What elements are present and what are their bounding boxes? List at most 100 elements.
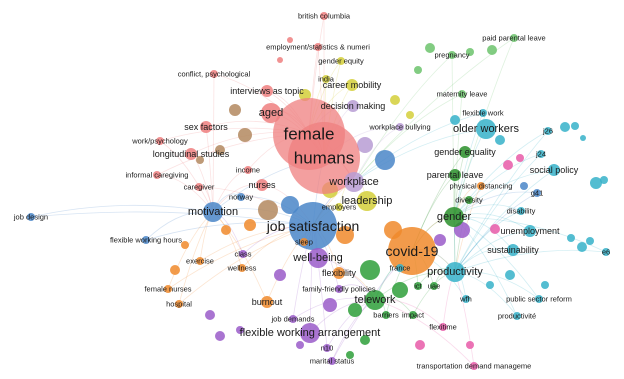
label-workplace[interactable]: workplace xyxy=(328,176,379,188)
node-exercise[interactable] xyxy=(196,257,204,265)
label-sex-factors[interactable]: sex factors xyxy=(184,122,228,132)
label-parental-leave[interactable]: parental leave xyxy=(427,170,484,180)
node-employers[interactable] xyxy=(335,203,343,211)
node-productivity[interactable] xyxy=(445,262,465,282)
node-sleep[interactable] xyxy=(300,238,308,246)
label-productivite[interactable]: productivité xyxy=(498,312,536,321)
node-paid-parental-leave[interactable] xyxy=(510,34,518,42)
label-female[interactable]: female xyxy=(283,125,334,144)
node-career-mobility[interactable] xyxy=(346,79,358,91)
node-flexible-working-arrangement[interactable] xyxy=(300,323,320,343)
label-diversity[interactable]: diversity xyxy=(455,196,483,205)
label-career-mobility[interactable]: career mobility xyxy=(323,80,382,90)
label-burnout[interactable]: burnout xyxy=(252,297,283,307)
label-nurses[interactable]: nurses xyxy=(248,180,276,190)
node-gender-equity[interactable] xyxy=(337,57,345,65)
label-wellness[interactable]: wellness xyxy=(227,264,257,273)
label-flexibility[interactable]: flexibility xyxy=(322,268,357,278)
label-productivity[interactable]: productivity xyxy=(427,266,483,278)
node-productivite[interactable] xyxy=(513,312,521,320)
node-france[interactable] xyxy=(396,264,404,272)
node-wellness[interactable] xyxy=(238,264,246,272)
label-maternity-leave[interactable]: maternity leave xyxy=(437,90,488,99)
node-well-being[interactable] xyxy=(308,248,328,268)
node-uae[interactable] xyxy=(430,282,438,290)
node-pregnancy[interactable] xyxy=(448,51,456,59)
node-maternity-leave[interactable] xyxy=(458,90,466,98)
label-longitudinal-studies[interactable]: longitudinal studies xyxy=(153,149,230,159)
label-hospital[interactable]: hospital xyxy=(166,300,192,309)
label-gender-equity[interactable]: gender equity xyxy=(318,57,364,66)
node-g41[interactable] xyxy=(533,189,541,197)
label-disability[interactable]: disability xyxy=(507,207,536,216)
label-flexible-working-arrangement[interactable]: flexible working arrangement xyxy=(240,327,381,339)
label-n10[interactable]: n10 xyxy=(321,344,334,353)
label-transportation-demand[interactable]: transportation demand manageme xyxy=(417,362,532,371)
label-uae[interactable]: uae xyxy=(428,282,441,291)
node-norway[interactable] xyxy=(237,193,245,201)
node-flexible-work[interactable] xyxy=(479,109,487,117)
node-public-sector-reform[interactable] xyxy=(535,295,543,303)
label-social-policy[interactable]: social policy xyxy=(530,165,579,175)
node-j24[interactable] xyxy=(537,150,545,158)
label-j24[interactable]: j24 xyxy=(535,150,546,159)
node-transportation-demand[interactable] xyxy=(470,362,478,370)
node-conflict-psychological[interactable] xyxy=(210,70,218,78)
node-impact[interactable] xyxy=(409,311,417,319)
node-flexible-working-hours[interactable] xyxy=(142,236,150,244)
node-unemployment[interactable] xyxy=(524,225,536,237)
node-wfh[interactable] xyxy=(462,295,470,303)
node-leadership[interactable] xyxy=(357,191,377,211)
node-flexitime[interactable] xyxy=(439,323,447,331)
node-female[interactable] xyxy=(273,98,345,170)
node-longitudinal-studies[interactable] xyxy=(185,148,197,160)
label-wfh[interactable]: wfh xyxy=(459,295,472,304)
node-older-workers[interactable] xyxy=(476,119,496,139)
label-flexible-work[interactable]: flexible work xyxy=(462,109,504,118)
node-workplace[interactable] xyxy=(344,172,364,192)
label-motivation[interactable]: motivation xyxy=(188,206,238,218)
node-barriers[interactable] xyxy=(382,311,390,319)
label-conflict-psychological[interactable]: conflict, psychological xyxy=(178,70,251,79)
label-well-being[interactable]: well-being xyxy=(292,252,343,264)
label-paid-parental-leave[interactable]: paid parental leave xyxy=(482,34,545,43)
node-telework[interactable] xyxy=(365,290,385,310)
label-barriers[interactable]: barriers xyxy=(373,311,399,320)
node-n10[interactable] xyxy=(323,344,331,352)
label-class[interactable]: class xyxy=(234,250,251,259)
node-disability[interactable] xyxy=(517,207,525,215)
node-job-satisfaction[interactable] xyxy=(289,202,337,250)
node-income[interactable] xyxy=(244,166,252,174)
node-class[interactable] xyxy=(239,250,247,258)
label-job-satisfaction[interactable]: job satisfaction xyxy=(266,218,360,234)
node-caregiver[interactable] xyxy=(195,183,203,191)
label-informal-caregiving[interactable]: informal caregiving xyxy=(126,171,189,180)
label-flexitime[interactable]: flexitime xyxy=(429,323,457,332)
node-female-nurses[interactable] xyxy=(164,285,172,293)
label-job-demands[interactable]: job demands xyxy=(271,315,315,324)
node-hospital[interactable] xyxy=(175,300,183,308)
label-leadership[interactable]: leadership xyxy=(342,195,393,207)
node-diversity[interactable] xyxy=(465,196,473,204)
node-j26[interactable] xyxy=(544,127,552,135)
label-female-nurses[interactable]: female nurses xyxy=(144,285,191,294)
label-older-workers[interactable]: older workers xyxy=(453,123,520,135)
node-gender[interactable] xyxy=(444,207,464,227)
node-work-psychology[interactable] xyxy=(156,137,164,145)
label-public-sector-reform[interactable]: public sector reform xyxy=(506,295,572,304)
label-caregiver[interactable]: caregiver xyxy=(184,183,215,192)
node-decision-making[interactable] xyxy=(347,100,359,112)
node-marital-status[interactable] xyxy=(328,357,336,365)
node-aged[interactable] xyxy=(261,103,281,123)
node-burnout[interactable] xyxy=(261,296,273,308)
node-covid-19[interactable] xyxy=(388,227,436,275)
label-norway[interactable]: norway xyxy=(229,193,253,202)
node-ict[interactable] xyxy=(414,282,422,290)
node-british-columbia[interactable] xyxy=(320,12,328,20)
label-aged[interactable]: aged xyxy=(259,107,283,119)
label-india[interactable]: india xyxy=(318,75,335,84)
node-e6[interactable] xyxy=(602,248,610,256)
label-employers[interactable]: employers xyxy=(322,203,357,212)
label-british-columbia[interactable]: british columbia xyxy=(298,12,351,21)
label-family-friendly-policies[interactable]: family-friendly policies xyxy=(302,285,376,294)
